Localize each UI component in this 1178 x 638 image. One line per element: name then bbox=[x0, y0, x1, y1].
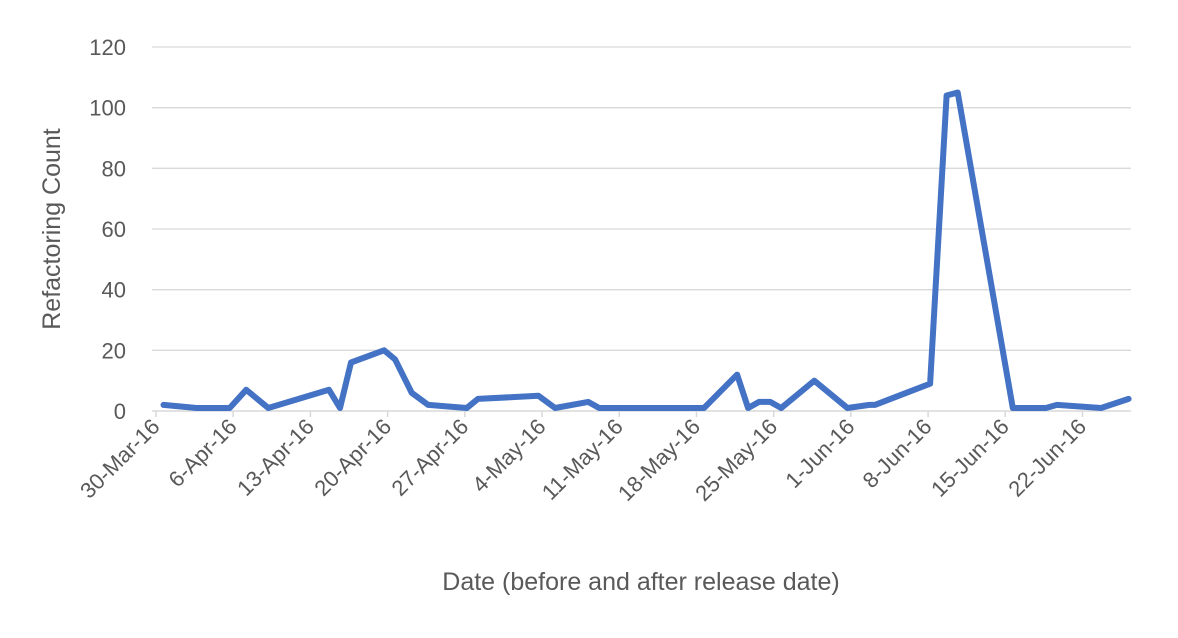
x-tick-label: 15-Jun-16 bbox=[926, 414, 1014, 502]
x-tick-label: 6-Apr-16 bbox=[164, 414, 242, 492]
data-point bbox=[703, 407, 705, 409]
data-point bbox=[477, 398, 479, 400]
x-tick-label: 25-May-16 bbox=[690, 414, 782, 506]
x-tick-label: 27-Apr-16 bbox=[387, 414, 474, 501]
data-point bbox=[587, 401, 589, 403]
series-layer bbox=[160, 89, 1132, 411]
y-axis-ticks: 0 20 40 60 80 100 120 bbox=[89, 35, 126, 424]
data-point bbox=[411, 392, 413, 394]
data-point bbox=[466, 407, 468, 409]
x-axis-ticks: 30-Mar-16 6-Apr-1613-Apr-1620-Apr-1627-Ap… bbox=[75, 411, 1091, 506]
data-point bbox=[328, 389, 330, 391]
data-point bbox=[929, 383, 931, 385]
y-tick-label: 20 bbox=[102, 338, 126, 363]
x-tick-label: 22-Jun-16 bbox=[1003, 414, 1091, 502]
data-point bbox=[747, 407, 749, 409]
x-tick-label: 18-May-16 bbox=[613, 414, 705, 506]
series-line bbox=[160, 89, 1132, 411]
y-tick-label: 120 bbox=[89, 35, 126, 60]
data-point bbox=[339, 407, 341, 409]
gridlines bbox=[152, 46, 1131, 351]
data-point bbox=[267, 407, 269, 409]
x-tick-label: 1-Jun-16 bbox=[780, 414, 859, 493]
data-point bbox=[846, 407, 848, 409]
data-point bbox=[245, 389, 247, 391]
data-point bbox=[946, 95, 948, 96]
data-point bbox=[868, 404, 870, 406]
data-point bbox=[1128, 398, 1130, 400]
y-tick-label: 80 bbox=[102, 156, 126, 181]
data-point bbox=[163, 404, 164, 406]
data-point bbox=[1045, 407, 1047, 409]
y-tick-label: 60 bbox=[102, 217, 126, 242]
data-point bbox=[394, 358, 396, 360]
data-point bbox=[874, 404, 876, 406]
x-tick-label: 20-Apr-16 bbox=[309, 414, 396, 501]
data-point bbox=[957, 92, 959, 93]
data-point bbox=[538, 395, 539, 397]
x-tick-label: 30-Mar-16 bbox=[75, 414, 164, 503]
y-tick-label: 0 bbox=[114, 399, 126, 424]
data-point bbox=[554, 407, 556, 409]
data-point bbox=[1100, 407, 1102, 409]
y-axis-title: Refactoring Count bbox=[38, 128, 66, 330]
data-point bbox=[780, 407, 782, 409]
x-tick-label: 11-May-16 bbox=[537, 414, 628, 505]
y-tick-label: 100 bbox=[89, 96, 126, 121]
y-tick-label: 40 bbox=[102, 278, 126, 303]
data-point bbox=[598, 407, 600, 409]
x-tick-label: 8-Jun-16 bbox=[858, 414, 937, 493]
x-axis-title: Date (before and after release date) bbox=[442, 568, 839, 596]
data-point bbox=[1012, 407, 1014, 409]
data-point bbox=[229, 407, 231, 409]
data-point bbox=[383, 349, 385, 351]
data-point bbox=[350, 362, 352, 363]
data-point bbox=[769, 401, 771, 403]
data-point bbox=[1056, 404, 1058, 406]
data-point bbox=[736, 374, 738, 376]
data-point bbox=[813, 380, 815, 382]
data-point bbox=[758, 401, 760, 403]
data-point bbox=[427, 404, 429, 406]
x-tick-label: 13-Apr-16 bbox=[232, 414, 319, 501]
data-point bbox=[196, 407, 198, 409]
